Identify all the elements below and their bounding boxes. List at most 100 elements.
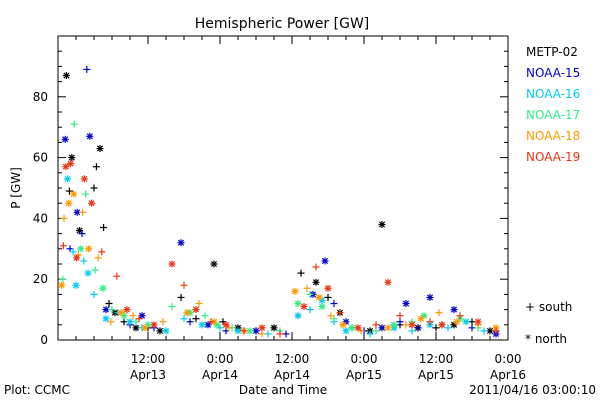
data-point-north	[198, 321, 206, 329]
data-point-north	[58, 281, 66, 289]
data-point-south	[414, 324, 422, 332]
data-point-north	[402, 300, 410, 308]
data-point-south	[468, 324, 476, 332]
data-point-north	[339, 321, 347, 329]
data-point-north	[61, 135, 69, 143]
data-point-north	[300, 303, 308, 311]
data-point-north	[192, 306, 200, 314]
data-point-north	[417, 315, 425, 323]
data-point-south	[80, 257, 88, 265]
legend-item: NOAA-17	[526, 108, 580, 122]
data-point-south	[282, 330, 290, 338]
x-tick-label-date: Apr15	[418, 368, 454, 382]
data-point-north	[462, 318, 470, 326]
data-point-north	[453, 318, 461, 326]
data-point-south	[372, 321, 380, 329]
x-tick-label-time: 12:00	[275, 352, 310, 366]
plot-timestamp: 2011/04/16 03:00:10	[469, 383, 596, 397]
data-point-north	[234, 327, 242, 335]
data-point-south	[135, 315, 143, 323]
data-point-south	[192, 315, 200, 323]
y-axis-label: P [GW]	[9, 167, 23, 209]
data-point-north	[120, 312, 128, 320]
plot-credit: Plot: CCMC	[4, 383, 70, 397]
data-point-south	[113, 272, 121, 280]
data-point-south	[90, 184, 98, 192]
legend: METP-02 NOAA-15 NOAA-16 NOAA-17 NOAA-18 NOAA-…	[526, 45, 580, 164]
y-tick-label: 0	[40, 333, 48, 347]
data-point-south	[59, 242, 67, 250]
data-point-south	[306, 306, 314, 314]
y-axis: 0 20 40 60 80	[33, 35, 508, 347]
data-point-south	[264, 330, 272, 338]
data-point-north	[162, 327, 170, 335]
data-point-south	[92, 163, 100, 171]
data-point-north	[62, 72, 70, 80]
data-point-north	[72, 281, 80, 289]
data-point-south	[79, 208, 87, 216]
data-point-north	[86, 132, 94, 140]
legend-item: NOAA-19	[526, 150, 580, 164]
data-point-north	[315, 293, 323, 301]
data-point-north	[378, 220, 386, 228]
data-point-south	[468, 318, 476, 326]
data-point-north	[378, 324, 386, 332]
data-point-south	[357, 327, 365, 335]
data-point-south	[258, 330, 266, 338]
data-point-south	[180, 315, 188, 323]
data-point-south	[327, 312, 335, 320]
data-point-north	[384, 278, 392, 286]
data-point-north	[67, 160, 75, 168]
x-tick-label-time: 12:00	[131, 352, 166, 366]
data-point-north	[210, 260, 218, 268]
data-point-south	[129, 312, 137, 320]
data-point-north	[384, 324, 392, 332]
data-point-north	[348, 324, 356, 332]
data-point-south	[219, 318, 227, 326]
data-point-south	[432, 324, 440, 332]
data-point-north	[183, 309, 191, 317]
data-point-south	[297, 269, 305, 277]
legend-item: METP-02	[526, 45, 578, 59]
data-point-north	[132, 324, 140, 332]
data-point-south	[225, 324, 233, 332]
data-point-north	[291, 287, 299, 295]
legend-south-marker: + south	[525, 300, 572, 314]
data-point-south	[492, 327, 500, 335]
data-point-north	[77, 245, 85, 253]
data-point-south	[132, 318, 140, 326]
data-point-south	[180, 281, 188, 289]
data-point-south	[177, 293, 185, 301]
data-point-south	[330, 315, 338, 323]
data-point-north	[321, 257, 329, 265]
x-tick-label-time: 0:00	[351, 352, 378, 366]
x-tick-label-date: Apr14	[274, 368, 310, 382]
data-point-south	[105, 300, 113, 308]
x-tick-label-time: 0:00	[495, 352, 522, 366]
data-point-south	[324, 293, 332, 301]
y-tick-label: 60	[33, 151, 48, 165]
data-point-north	[62, 163, 70, 171]
data-point-south	[312, 263, 320, 271]
data-point-south	[366, 330, 374, 338]
data-point-north	[123, 306, 131, 314]
data-point-north	[324, 284, 332, 292]
data-point-south	[107, 318, 115, 326]
data-point-north	[68, 154, 76, 162]
data-point-north	[117, 309, 125, 317]
data-point-south	[426, 318, 434, 326]
data-point-south	[98, 248, 106, 256]
data-point-south	[216, 324, 224, 332]
data-point-north	[204, 321, 212, 329]
data-point-south	[276, 330, 284, 338]
data-point-north	[486, 327, 494, 335]
data-point-north	[177, 239, 185, 247]
data-point-north	[252, 327, 260, 335]
data-point-north	[168, 260, 176, 268]
data-point-south	[306, 290, 314, 298]
legend-item: NOAA-15	[526, 66, 580, 80]
data-point-south	[222, 327, 230, 335]
data-point-south	[435, 309, 443, 317]
data-point-south	[65, 187, 73, 195]
